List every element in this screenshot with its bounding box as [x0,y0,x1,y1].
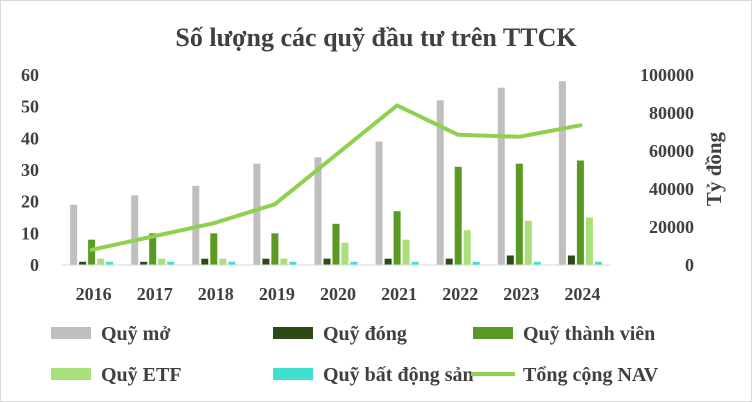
bar-Quỹ bất động sản-2021 [411,261,419,265]
nav-line-group [89,103,583,252]
bar-Quỹ đóng-2024 [567,255,575,265]
legend-label: Tổng cộng NAV [523,364,659,386]
y-tick-label: 40 [21,128,39,148]
legend-swatch [273,368,313,380]
bar-Quỹ thành viên-2019 [271,233,279,265]
legend-label: Quỹ ETF [101,364,182,386]
y2-tick-label: 0 [685,255,694,275]
bar-Quỹ thành viên-2021 [393,211,401,265]
bar-Quỹ đóng-2023 [506,255,514,265]
bar-Quỹ ETF-2018 [219,258,227,265]
x-tick-label: 2021 [381,284,417,304]
x-tick-label: 2017 [137,284,173,304]
y2-tick-label: 40000 [649,179,694,199]
bar-Quỹ bất động sản-2017 [167,261,175,265]
bar-Quỹ mở-2021 [375,141,383,265]
bar-Quỹ bất động sản-2020 [350,261,358,265]
y2-tick-label: 100000 [640,65,694,85]
x-tick-label: 2022 [442,284,478,304]
bar-Quỹ thành viên-2018 [210,233,218,265]
bar-Quỹ ETF-2019 [280,258,288,265]
bar-Quỹ ETF-2024 [585,217,593,265]
y2-tick-label: 20000 [649,217,694,237]
legend-swatch [51,327,91,339]
x-tick-label: 2018 [198,284,234,304]
y-tick-label: 30 [21,160,39,180]
x-tick-label: 2016 [76,284,112,304]
y-tick-label: 50 [21,97,39,117]
bar-Quỹ bất động sản-2018 [228,261,236,265]
legend: Quỹ mở Quỹ đóng Quỹ thành viên Quỹ ETF Quỹ b… [51,323,659,386]
bar-Quỹ đóng-2016 [79,261,87,265]
bar-Quỹ thành viên-2020 [332,223,340,265]
y2-axis-title: Tỷ đồng [702,131,726,206]
y-axis-right-ticks: 0 20000 40000 60000 80000 100000 [640,65,694,275]
bar-Quỹ mở-2019 [253,163,261,265]
legend-swatch [51,368,91,380]
x-tick-label: 2023 [503,284,539,304]
bar-Quỹ ETF-2017 [158,258,166,265]
bar-Quỹ mở-2016 [70,204,78,265]
bar-Quỹ đóng-2020 [323,258,331,265]
bar-Quỹ đóng-2021 [384,258,392,265]
x-tick-label: 2019 [259,284,295,304]
bar-Quỹ mở-2023 [497,87,505,265]
y-tick-label: 10 [21,223,39,243]
x-axis-ticks: 2016 2017 2018 2019 2020 2021 2022 2023 2024 [76,284,601,304]
legend-label: Quỹ thành viên [523,323,655,345]
bar-Quỹ thành viên-2023 [515,163,523,265]
legend-label: Quỹ mở [101,323,170,345]
bar-Quỹ đóng-2017 [140,261,148,265]
legend-label: Quỹ bất động sản [323,364,474,386]
bar-Quỹ thành viên-2017 [149,233,157,265]
bar-Quỹ thành viên-2024 [576,160,584,265]
bar-Quỹ đóng-2019 [262,258,270,265]
y-tick-label: 60 [21,65,39,85]
legend-swatch [273,327,313,339]
bar-Quỹ bất động sản-2016 [106,261,114,265]
x-tick-label: 2020 [320,284,356,304]
bar-Quỹ đóng-2018 [201,258,209,265]
y2-tick-label: 80000 [649,103,694,123]
bar-Quỹ mở-2020 [314,157,322,265]
bar-Quỹ đóng-2022 [445,258,453,265]
bar-Quỹ ETF-2023 [524,220,532,265]
bar-Quỹ thành viên-2016 [88,239,96,265]
bar-Quỹ bất động sản-2019 [289,261,297,265]
bar-Quỹ bất động sản-2024 [594,261,602,265]
bar-Quỹ thành viên-2022 [454,166,462,265]
x-tick-label: 2024 [564,284,600,304]
legend-label: Quỹ đóng [323,323,407,345]
bar-Quỹ mở-2024 [558,81,566,265]
y-axis-left-ticks: 0 10 20 30 40 50 60 [21,65,39,275]
bar-Quỹ ETF-2020 [341,242,349,265]
y-tick-label: 0 [30,255,39,275]
bar-Quỹ bất động sản-2023 [533,261,541,265]
bar-Quỹ mở-2017 [131,195,139,265]
legend-swatch [473,327,513,339]
y-tick-label: 20 [21,192,39,212]
y2-tick-label: 60000 [649,141,694,161]
bar-Quỹ mở-2022 [436,100,444,265]
bar-Quỹ ETF-2022 [463,230,471,265]
bar-Quỹ ETF-2021 [402,239,410,265]
bar-Quỹ bất động sản-2022 [472,261,480,265]
bar-Quỹ ETF-2016 [97,258,105,265]
bars-group [70,81,602,265]
chart-title: Số lượng các quỹ đầu tư trên TTCK [175,23,577,52]
